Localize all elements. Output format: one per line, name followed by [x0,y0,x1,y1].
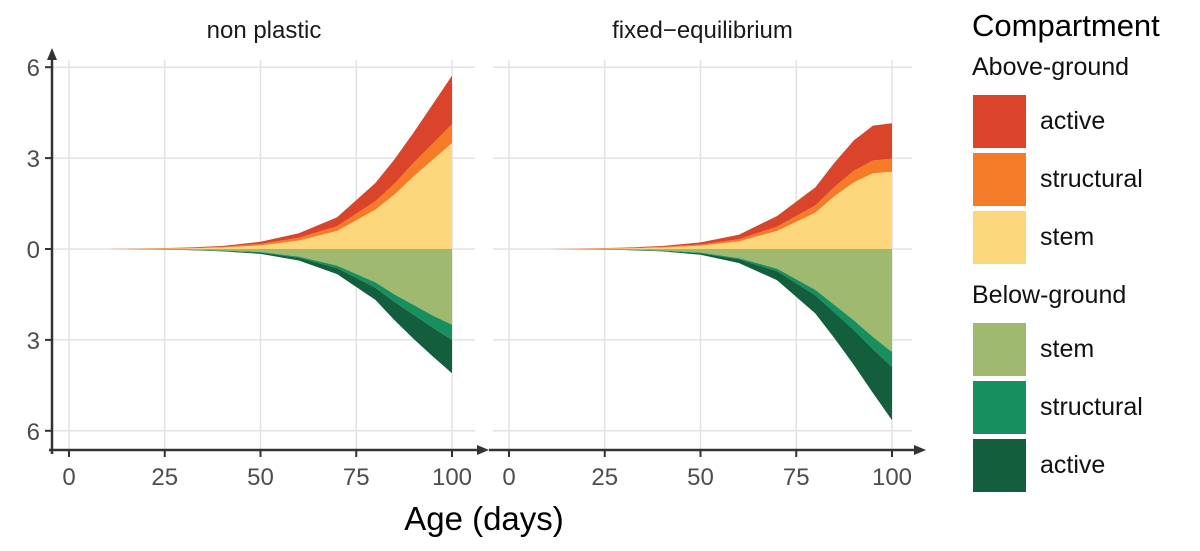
y-tick-label: 6 [27,419,40,446]
x-tick-label: 100 [872,464,912,491]
x-axis-arrow-icon [914,445,926,455]
panel-non-plastic: 0 25 50 75 100 non plastic [49,17,489,491]
x-tick-label: 0 [502,464,515,491]
area-series [69,142,452,249]
x-axis-label: Age (days) [404,500,564,537]
x-tick-label: 100 [432,464,472,491]
x-tick-label: 0 [62,464,75,491]
legend-group-below-ground: Below-ground stem structural active [972,280,1197,494]
area-series [69,75,452,250]
legend-swatch [972,151,1027,207]
legend-label: structural [1040,392,1143,421]
x-tick-label: 50 [687,464,714,491]
x-tick-label: 75 [343,464,370,491]
legend-label: active [1040,106,1106,135]
x-axis: 0 25 50 75 100 [489,445,926,491]
legend-swatch [972,209,1027,265]
x-axis-arrow-icon [477,445,489,455]
legend-item-above-stem: stem [972,208,1197,266]
area-series [69,124,452,249]
y-tick-label: 3 [27,328,40,355]
legend-item-below-stem: stem [972,320,1197,378]
y-tick-label: 0 [27,237,40,264]
legend-label: stem [1040,222,1095,251]
panel-title: fixed−equilibrium [612,17,793,44]
legend-group-title: Above-ground [972,53,1130,81]
area-series [69,249,452,325]
legend: Compartment Above-ground active structur… [972,6,1197,494]
x-axis: 0 25 50 75 100 [49,445,489,491]
y-tick-label: 3 [27,146,40,173]
legend-label: structural [1040,164,1143,193]
legend-item-below-structural: structural [972,378,1197,436]
legend-title: Compartment [972,8,1160,43]
panel-title: non plastic [207,17,322,44]
x-tick-label: 25 [591,464,618,491]
area-series [69,249,452,374]
area-series [509,249,892,421]
x-tick-label: 50 [247,464,274,491]
y-tick-label: 6 [27,55,40,82]
legend-item-above-active: active [972,92,1197,150]
y-axis-arrow-icon [47,48,57,60]
chart-svg: 0 25 50 75 100 non plastic 0 25 50 75 100 fixed−eq… [27,17,926,537]
legend-label: stem [1040,334,1095,363]
area-series [509,171,892,249]
legend-group-title: Below-ground [972,281,1127,309]
x-tick-label: 75 [783,464,810,491]
area-series [509,249,892,353]
legend-swatch [972,437,1027,493]
y-axis: 6 3 0 3 6 [27,48,57,454]
legend-swatch [972,379,1027,435]
legend-item-above-structural: structural [972,150,1197,208]
legend-swatch [972,93,1027,149]
legend-swatch [972,321,1027,377]
legend-group-above-ground: Above-ground active structural stem [972,52,1197,266]
panel-fixed-equilibrium: 0 25 50 75 100 fixed−equilibrium [489,17,926,491]
legend-label: active [1040,450,1106,479]
x-tick-label: 25 [151,464,178,491]
legend-item-below-active: active [972,436,1197,494]
